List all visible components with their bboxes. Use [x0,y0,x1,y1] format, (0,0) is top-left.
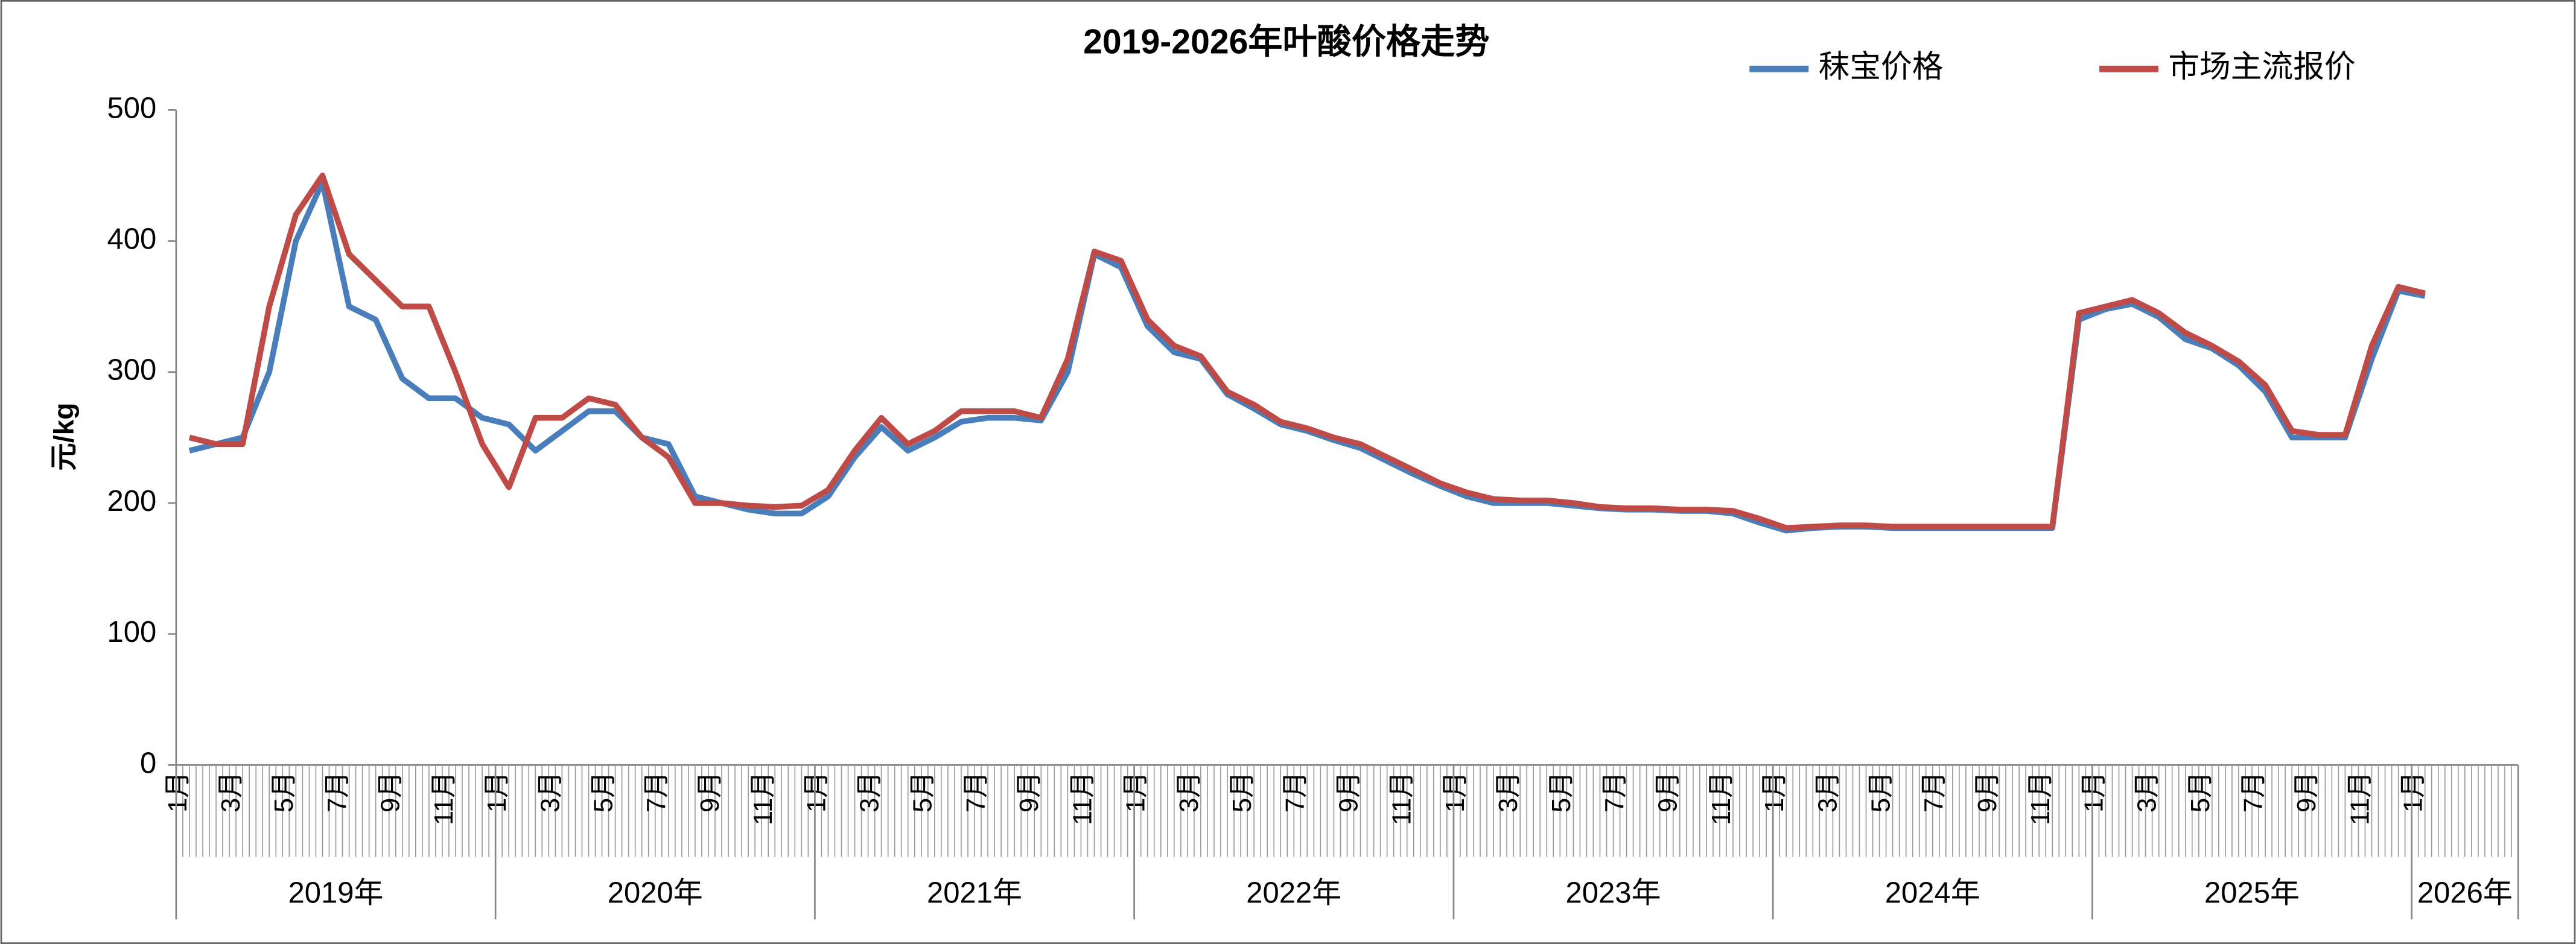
x-tick-label: 9月 [2292,771,2321,813]
x-tick-label: 11月 [749,771,778,825]
y-tick-label: 0 [140,747,156,779]
x-tick-label: 5月 [1547,771,1576,813]
x-tick-label: 1月 [164,771,192,813]
x-tick-label: 11月 [1068,771,1097,825]
y-tick-label: 200 [107,485,156,518]
x-tick-label: 11月 [430,771,459,825]
year-label: 2025年 [2204,876,2300,909]
x-tick-label: 7月 [1920,771,1949,813]
x-tick-label: 7月 [1600,771,1629,813]
year-label: 2026年 [2417,876,2513,909]
x-tick-label: 3月 [1494,771,1523,813]
year-label: 2023年 [1566,876,1661,909]
x-tick-label: 3月 [536,771,565,813]
year-label: 2019年 [288,876,384,909]
x-tick-label: 7月 [2239,771,2268,813]
x-tick-label: 11月 [2345,771,2374,825]
x-tick-label: 3月 [1813,771,1842,813]
x-tick-label: 5月 [1228,771,1257,813]
series-line [188,173,2426,531]
x-tick-label: 3月 [2133,771,2162,813]
x-tick-label: 3月 [1175,771,1204,813]
chart-title: 2019-2026年叶酸价格走势 [1083,23,1489,62]
y-tick-label: 500 [107,92,156,124]
x-tick-label: 9月 [1015,771,1044,813]
y-tick-label: 100 [107,616,156,648]
year-label: 2020年 [608,876,703,909]
x-tick-label: 5月 [589,771,618,813]
x-tick-label: 7月 [1281,771,1310,813]
x-tick-label: 11月 [1707,771,1736,825]
x-tick-label: 9月 [696,771,725,813]
x-tick-label: 5月 [2186,771,2215,813]
y-tick-label: 300 [107,354,156,387]
x-tick-label: 11月 [2026,771,2055,825]
x-tick-label: 5月 [270,771,299,813]
x-tick-label: 7月 [323,771,352,813]
x-tick-label: 1月 [802,771,831,813]
x-tick-label: 1月 [1122,771,1151,813]
x-tick-label: 5月 [1867,771,1896,813]
x-tick-label: 7月 [962,771,991,813]
year-label: 2024年 [1885,876,1980,909]
x-tick-label: 5月 [909,771,938,813]
x-tick-label: 3月 [217,771,246,813]
legend-label: 市场主流报价 [2168,49,2355,84]
legend-label: 秣宝价格 [1819,49,1944,84]
x-tick-label: 1月 [483,771,512,813]
y-axis-label: 元/kg [48,402,80,470]
x-tick-label: 9月 [1334,771,1363,813]
x-tick-label: 9月 [1973,771,2002,813]
year-label: 2021年 [927,876,1022,909]
y-tick-label: 400 [107,223,156,255]
x-tick-label: 1月 [2079,771,2108,813]
x-tick-label: 3月 [856,771,885,813]
x-tick-label: 1月 [2399,771,2428,813]
x-tick-label: 9月 [377,771,405,813]
x-tick-label: 1月 [1760,771,1789,813]
year-label: 2022年 [1246,876,1341,909]
x-tick-label: 11月 [1388,771,1417,825]
x-tick-label: 1月 [1441,771,1470,813]
x-tick-label: 9月 [1654,771,1683,813]
x-tick-label: 7月 [643,771,672,813]
